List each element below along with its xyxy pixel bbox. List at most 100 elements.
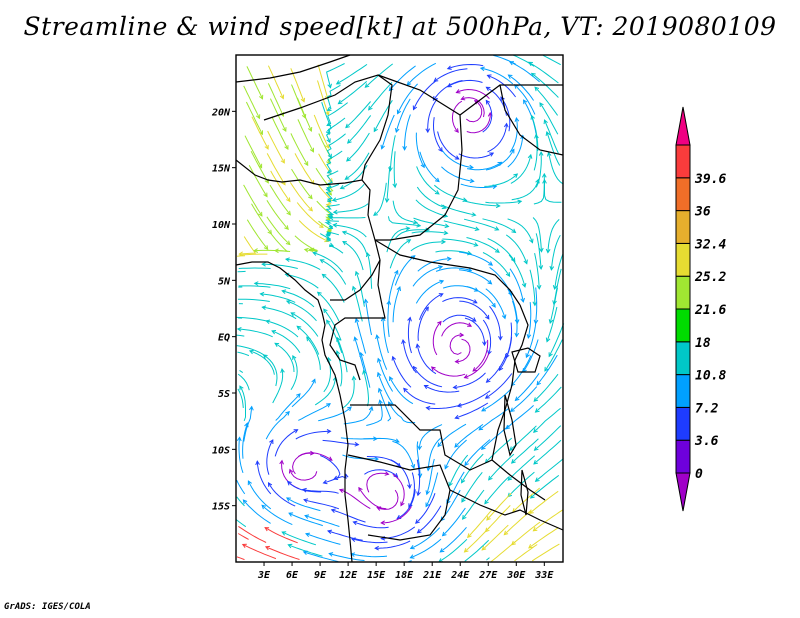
streamline: [268, 482, 296, 507]
streamline-arrow: [326, 197, 332, 203]
streamline-arrow: [461, 514, 467, 520]
streamline: [416, 344, 437, 375]
streamline: [426, 458, 435, 495]
streamline: [431, 366, 466, 377]
streamline: [392, 356, 412, 388]
colorbar-swatch: [675, 406, 691, 441]
streamline-arrow: [454, 414, 460, 420]
streamline-arrow: [530, 72, 536, 78]
streamline-arrow: [532, 301, 538, 307]
streamline: [535, 386, 562, 413]
streamline: [419, 151, 440, 182]
streamline: [464, 526, 491, 553]
streamline: [243, 499, 271, 524]
colorbar-swatch: [675, 177, 691, 212]
streamline: [464, 439, 491, 466]
colorbar-swatch: [675, 341, 691, 376]
streamline: [288, 544, 323, 557]
streamline: [291, 379, 316, 408]
streamline: [456, 88, 490, 99]
colorbar-swatch: [675, 374, 691, 408]
streamline-arrow: [444, 223, 450, 229]
streamline-arrow: [527, 153, 533, 159]
colorbar-level-label: 18: [695, 336, 711, 351]
streamline-arrow: [342, 240, 347, 246]
streamline-arrow: [459, 332, 465, 338]
streamline: [529, 269, 536, 306]
streamline: [323, 472, 349, 484]
border-horn: [499, 84, 564, 156]
streamline-arrow: [538, 247, 544, 253]
streamline-arrow: [405, 226, 411, 231]
streamline-arrow: [338, 488, 344, 494]
streamline: [438, 538, 468, 563]
streamline: [482, 218, 516, 233]
streamline: [358, 487, 387, 510]
streamline: [466, 112, 491, 134]
streamline: [546, 306, 558, 342]
streamline: [320, 259, 347, 285]
streamline-arrow: [460, 95, 466, 101]
streamline-arrow: [401, 338, 406, 344]
streamline-arrow: [354, 441, 360, 447]
streamline-arrow: [467, 250, 473, 256]
streamline: [487, 74, 516, 98]
streamline: [413, 366, 443, 388]
streamline-arrow: [494, 226, 500, 231]
streamline: [447, 79, 483, 88]
streamline: [534, 425, 562, 451]
streamline-arrow: [413, 219, 419, 225]
streamline: [305, 533, 341, 545]
streamline: [410, 241, 445, 252]
streamline-arrow: [263, 245, 269, 251]
streamline-arrow: [312, 251, 318, 256]
streamline-arrow: [434, 177, 440, 183]
streamline-arrow: [535, 178, 540, 184]
streamline-arrow: [288, 468, 294, 474]
streamline: [291, 168, 313, 199]
streamline-arrow: [536, 284, 542, 290]
streamline-arrow: [409, 545, 415, 550]
streamline: [245, 101, 263, 135]
streamline-arrow: [319, 223, 324, 228]
streamline: [298, 403, 331, 421]
streamline-arrow: [247, 480, 252, 486]
streamline-arrow: [328, 224, 334, 230]
streamline-arrow: [303, 498, 309, 503]
streamline: [262, 306, 297, 320]
streamline-arrow: [538, 265, 544, 271]
streamline: [342, 231, 368, 256]
streamline-arrow: [255, 114, 261, 120]
lon-tick-label: 3E: [257, 570, 271, 581]
streamline: [266, 320, 299, 338]
streamline: [353, 521, 389, 529]
streamline-arrow: [363, 298, 369, 304]
streamline-arrow: [471, 212, 477, 217]
streamline-arrow: [284, 145, 289, 151]
streamline-arrow: [533, 428, 538, 434]
streamline: [336, 63, 368, 85]
streamline-arrow: [533, 397, 539, 402]
streamline-arrow: [472, 367, 478, 372]
streamline: [447, 63, 484, 70]
streamline: [510, 386, 538, 412]
streamline-arrow: [386, 299, 392, 305]
streamline: [392, 286, 401, 323]
streamline: [306, 336, 321, 370]
streamline: [481, 388, 512, 412]
streamline-arrow: [263, 192, 268, 198]
streamline-arrow: [514, 332, 520, 338]
streamline: [304, 248, 318, 252]
lon-tick-label: 15E: [367, 570, 386, 581]
streamline: [415, 132, 425, 168]
streamline: [403, 388, 436, 405]
streamline-arrow: [274, 342, 280, 348]
streamline: [286, 300, 317, 322]
streamline: [342, 376, 355, 409]
streamline-arrow: [396, 286, 401, 292]
colorbar-level-label: 36: [694, 205, 711, 220]
streamline: [406, 62, 437, 86]
streamline: [317, 64, 329, 100]
streamline-arrow: [406, 239, 412, 244]
streamline: [237, 328, 273, 338]
